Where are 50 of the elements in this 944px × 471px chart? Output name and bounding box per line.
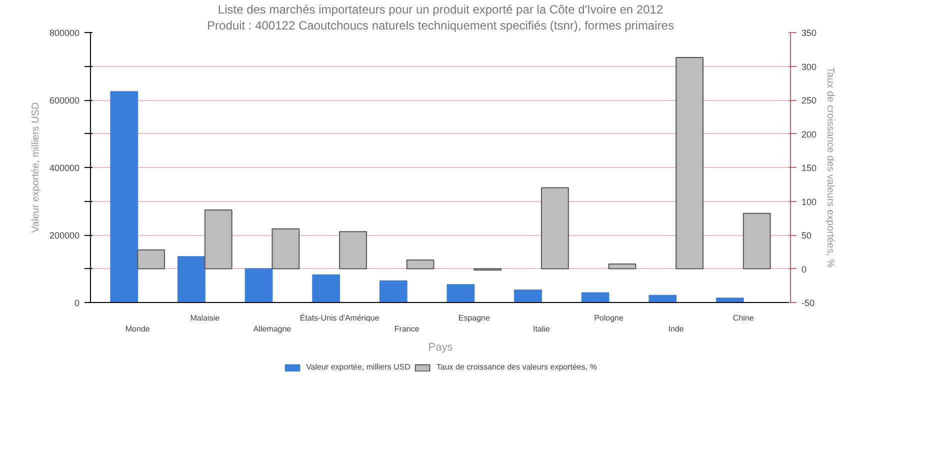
bar bbox=[110, 91, 138, 302]
x-tick-label: Espagne bbox=[458, 314, 490, 322]
bar bbox=[406, 259, 434, 270]
y2-tick-label: 150 bbox=[802, 163, 817, 173]
chart-title: Liste des marchés importateurs pour un produit exporté par la Côte d'Ivoire en 2012 bbox=[218, 2, 664, 16]
y2-tick-label: 200 bbox=[802, 129, 817, 140]
chart-subtitle: Produit : 400122 Caoutchoucs naturels techniquement specifiés (tsnr), formes primaires bbox=[207, 18, 674, 32]
y2-tick-label: 250 bbox=[802, 96, 817, 106]
y-tick-label: 200000 bbox=[49, 230, 80, 240]
y2-tick-label: 350 bbox=[802, 28, 817, 38]
y2-tick-label: 50 bbox=[802, 230, 812, 240]
x-tick-label: Inde bbox=[668, 324, 684, 334]
legend-label: Taux de croissance des valeurs exportées, % bbox=[436, 362, 597, 372]
bar bbox=[648, 294, 677, 302]
y2-tick-label: 0 bbox=[802, 264, 807, 274]
bar bbox=[540, 187, 569, 270]
bar bbox=[178, 256, 206, 302]
y-tick-label: 400000 bbox=[49, 163, 80, 173]
y-tick-label: 600000 bbox=[49, 96, 80, 106]
bar bbox=[608, 264, 636, 270]
bar bbox=[312, 274, 340, 302]
y2-tick-label: 300 bbox=[802, 62, 817, 72]
y-axis-title: Valeur exportée, milliers USD bbox=[30, 102, 42, 233]
bar bbox=[676, 56, 704, 270]
x-tick-label: France bbox=[394, 324, 420, 334]
y2-tick-label: 100 bbox=[802, 196, 817, 207]
y2-axis-title: Taux de croissance des valeurs exportées, % bbox=[824, 67, 836, 268]
x-tick-label: Allemagne bbox=[253, 324, 292, 334]
x-tick-label: Pologne bbox=[594, 314, 624, 322]
bar bbox=[581, 292, 610, 302]
bar bbox=[446, 284, 475, 302]
x-tick-label: États-Unis d'Amérique bbox=[300, 314, 380, 322]
x-tick-label: Monde bbox=[125, 324, 150, 334]
bar bbox=[137, 249, 166, 270]
bar bbox=[514, 290, 542, 302]
bar bbox=[742, 212, 771, 270]
y-tick-label: 800000 bbox=[49, 28, 80, 38]
bar bbox=[204, 210, 232, 270]
y2-tick-label: -50 bbox=[802, 298, 815, 308]
bar bbox=[272, 228, 300, 270]
bar bbox=[379, 280, 408, 302]
bar bbox=[339, 231, 367, 270]
x-tick-label: Italie bbox=[533, 324, 550, 334]
y-tick-label: 0 bbox=[74, 298, 80, 308]
bar bbox=[244, 268, 273, 302]
x-tick-label: Malaisie bbox=[190, 314, 220, 322]
x-tick-label: Chine bbox=[732, 314, 754, 322]
bar bbox=[716, 298, 744, 302]
x-axis-title: Pays bbox=[428, 341, 454, 354]
legend-label: Valeur exportée, milliers USD bbox=[306, 362, 410, 372]
